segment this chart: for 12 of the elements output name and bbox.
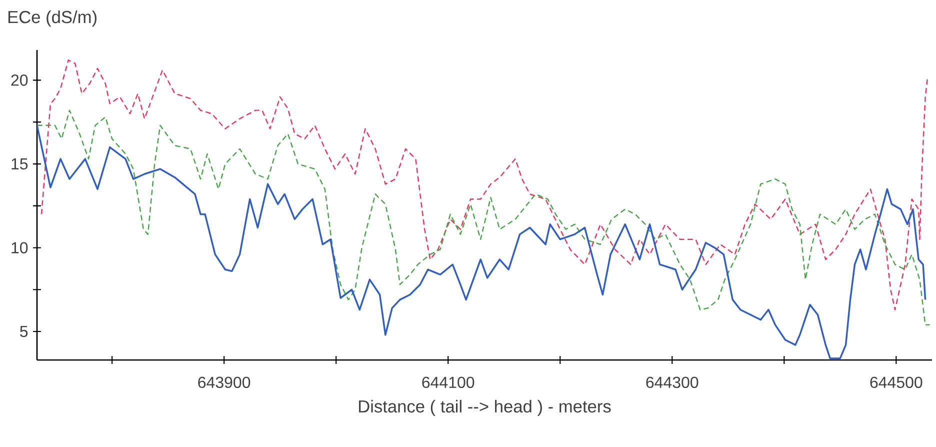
x-tick-label: 643900 [198,376,250,388]
x-tick-label: 644500 [870,376,922,388]
line-series [40,59,928,310]
y-tick-label: 5 [20,326,28,338]
y-tick-label: 10 [12,242,28,254]
y-tick-label: 20 [11,74,28,86]
y-tick-label: 15 [12,158,28,170]
y-axis-title: ECe (dS/m) [8,10,96,27]
line-series [37,124,926,360]
x-axis-title: Distance ( tail --> head ) - meters [359,400,611,416]
x-tick-label: 644300 [646,376,698,388]
x-tick-label: 644100 [422,376,474,388]
